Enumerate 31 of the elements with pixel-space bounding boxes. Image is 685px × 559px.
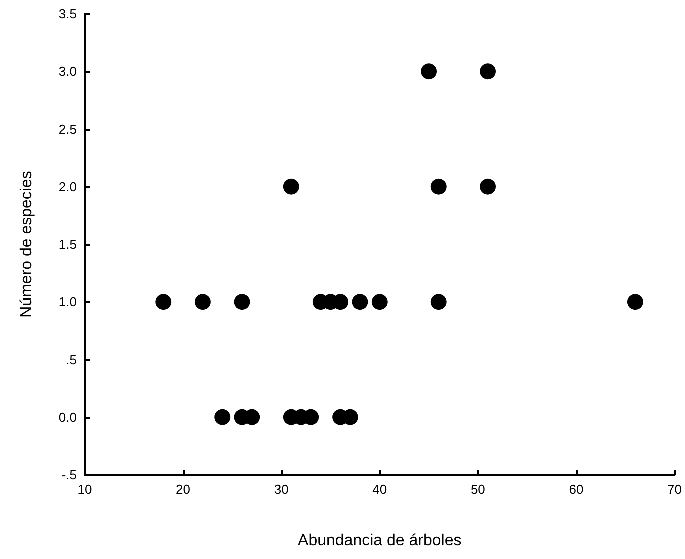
point xyxy=(194,294,211,310)
y-tick-label: 3.0 xyxy=(58,64,77,80)
point xyxy=(372,294,388,310)
y-tick-label: .5 xyxy=(66,352,77,368)
x-tick-label: 20 xyxy=(176,482,191,497)
x-tick-label: 10 xyxy=(78,482,92,497)
y-tick-label: 2.5 xyxy=(58,122,77,137)
point xyxy=(156,294,172,310)
y-tick-label: -.5 xyxy=(62,468,77,482)
y-axis-title: Número de especies xyxy=(18,171,36,318)
point xyxy=(480,64,496,80)
point xyxy=(352,294,368,310)
y-tick-label: 1.0 xyxy=(58,294,77,310)
y-tick-label: 2.0 xyxy=(58,179,77,194)
point xyxy=(430,178,447,195)
point xyxy=(421,64,438,80)
x-axis-title: Abundancia de árboles xyxy=(298,532,462,550)
x-tick-label: 40 xyxy=(372,482,388,497)
x-tick-label: 30 xyxy=(274,482,289,497)
y-tick-label: 3.5 xyxy=(58,6,77,22)
x-tick-label: 50 xyxy=(470,482,486,497)
x-tick-label: 70 xyxy=(668,482,682,497)
x-tick-label: 60 xyxy=(569,482,584,497)
point xyxy=(627,294,644,310)
point xyxy=(480,178,496,195)
point xyxy=(214,409,231,426)
point xyxy=(234,294,250,310)
point xyxy=(430,294,447,310)
y-tick-label: 0.0 xyxy=(58,410,77,425)
point xyxy=(283,178,300,195)
y-tick-label: 1.5 xyxy=(58,237,77,252)
